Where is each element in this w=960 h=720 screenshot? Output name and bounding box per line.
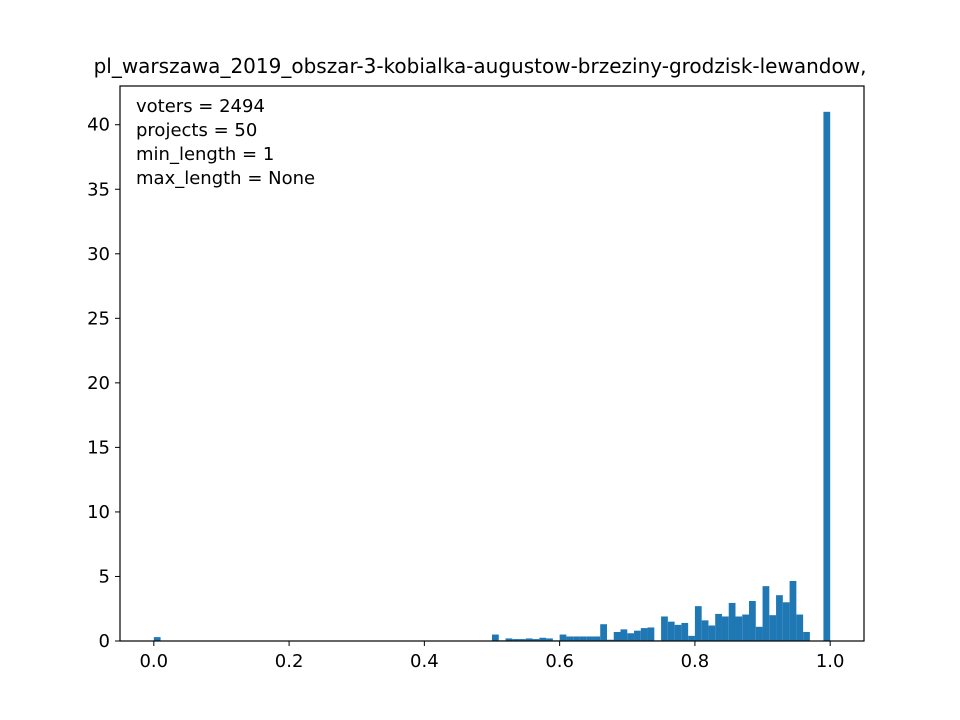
annotations-group: voters = 2494 projects = 50 min_length = 1… <box>136 96 315 189</box>
histogram-bar <box>512 639 520 641</box>
stats-annotation: projects = 50 <box>136 120 257 141</box>
y-tick-label: 30 <box>87 244 110 265</box>
histogram-bar <box>694 606 702 641</box>
x-tick-label: 0.8 <box>681 651 710 672</box>
histogram-bar <box>505 638 513 641</box>
histogram-bar <box>566 636 574 641</box>
y-tick-label: 10 <box>87 502 110 523</box>
histogram-bar <box>674 624 682 641</box>
histogram-bar <box>661 616 668 641</box>
histogram-bar <box>681 622 689 641</box>
plot-frame <box>119 85 865 642</box>
stats-annotation: voters = 2494 <box>136 96 265 117</box>
histogram-bar <box>823 111 831 641</box>
histogram-bar <box>721 616 729 641</box>
histogram-bar <box>606 639 614 641</box>
histogram-bar <box>742 614 750 641</box>
histogram-bar <box>559 634 567 641</box>
y-tick-label: 0 <box>99 631 110 652</box>
histogram-bar <box>755 626 763 641</box>
x-tick-label: 1.0 <box>816 651 845 672</box>
histogram-bar <box>613 631 621 641</box>
x-tick-label: 0.0 <box>139 651 168 672</box>
y-tick-label: 35 <box>87 179 110 200</box>
histogram-bar <box>789 580 797 641</box>
x-tick-label: 0.6 <box>545 651 574 672</box>
histogram-bar <box>640 628 648 641</box>
histogram-bar <box>539 637 547 641</box>
histogram-bar <box>153 637 161 641</box>
histogram-bar <box>586 636 594 641</box>
y-tick-label: 40 <box>87 115 110 136</box>
y-tick-label: 5 <box>99 566 110 587</box>
histogram-bar <box>573 636 580 641</box>
y-tick-label: 25 <box>87 308 110 329</box>
histogram-bar <box>647 627 655 641</box>
histogram-bar <box>803 631 810 641</box>
histogram-bar <box>796 614 804 641</box>
histogram-bar <box>762 586 770 641</box>
stats-annotation: max_length = None <box>136 168 315 189</box>
x-tick-label: 0.2 <box>275 651 304 672</box>
histogram-bar <box>688 635 695 641</box>
histogram-bar <box>715 613 722 641</box>
histogram-bar <box>667 621 675 641</box>
histogram-bar <box>627 633 635 641</box>
histogram-bar <box>708 625 716 641</box>
histogram-bar <box>600 624 607 641</box>
histogram-bar <box>492 634 499 641</box>
chart-title: pl_warszawa_2019_obszar-3-kobialka-augus… <box>94 54 867 78</box>
histogram-bar <box>735 616 743 641</box>
histogram-bar <box>519 639 526 641</box>
axes-group: 0.0 0.2 0.4 0.6 0.8 1.0 0 5 10 15 20 25 30 35 40 <box>87 85 865 672</box>
bars-group <box>153 111 831 641</box>
histogram-bar <box>525 638 533 641</box>
histogram-bar <box>728 602 736 641</box>
stats-annotation: min_length = 1 <box>136 144 274 165</box>
histogram-bar <box>579 636 587 641</box>
histogram-bar <box>620 629 628 641</box>
histogram-bar <box>769 615 777 641</box>
histogram-bar <box>634 630 641 641</box>
histogram-bar <box>546 638 553 641</box>
y-tick-label: 15 <box>87 437 110 458</box>
histogram-bar <box>749 600 756 641</box>
histogram-bar <box>532 639 540 641</box>
histogram-bar <box>701 620 709 641</box>
histogram-bar <box>776 595 783 641</box>
y-tick-label: 20 <box>87 373 110 394</box>
histogram-bar <box>593 636 601 641</box>
x-tick-label: 0.4 <box>410 651 439 672</box>
histogram-bar <box>782 602 790 641</box>
